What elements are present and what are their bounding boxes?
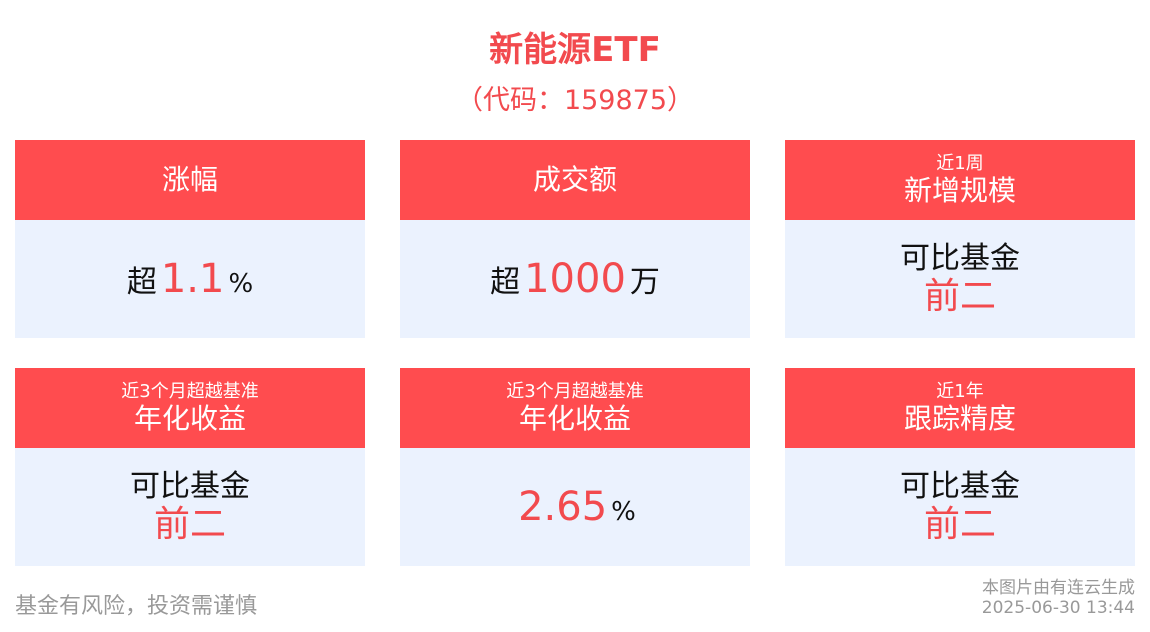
- value: 2.65: [518, 484, 608, 530]
- compare-label: 可比基金: [900, 469, 1020, 504]
- prefix: 超: [490, 265, 521, 300]
- rank: 前二: [923, 504, 996, 545]
- card-annual-return: 近3个月超越基准 年化收益 2.65%: [400, 368, 750, 566]
- prefix: 超: [126, 265, 157, 300]
- compare-label: 可比基金: [130, 469, 250, 504]
- unit: %: [611, 497, 636, 527]
- generation-info: 本图片由有连云生成 2025-06-30 13:44: [982, 578, 1135, 618]
- card-subtitle: 近1年: [936, 381, 984, 402]
- card-subtitle: 近3个月超越基准: [506, 381, 644, 402]
- card-title: 成交额: [532, 163, 617, 196]
- value: 1000: [524, 256, 626, 302]
- compare-label: 可比基金: [900, 241, 1020, 276]
- rank: 前二: [923, 276, 996, 317]
- card-subtitle: 近1周: [936, 153, 984, 174]
- card-title: 涨幅: [161, 163, 218, 196]
- rank: 前二: [153, 504, 226, 545]
- card-new-scale: 近1周 新增规模 可比基金 前二: [785, 140, 1135, 338]
- card-tracking-accuracy: 近1年 跟踪精度 可比基金 前二: [785, 368, 1135, 566]
- card-title: 年化收益: [518, 402, 631, 435]
- card-subtitle: 近3个月超越基准: [121, 381, 259, 402]
- card-turnover: 成交额 超 1000 万: [400, 140, 750, 338]
- page-title: 新能源ETF: [489, 30, 661, 70]
- risk-disclaimer: 基金有风险，投资需谨慎: [15, 594, 258, 619]
- card-title: 新增规模: [903, 174, 1016, 207]
- card-gain: 涨幅 超 1.1%: [15, 140, 365, 338]
- timestamp: 2025-06-30 13:44: [981, 598, 1135, 618]
- card-annual-return-rank: 近3个月超越基准 年化收益 可比基金 前二: [15, 368, 365, 566]
- unit: %: [228, 269, 254, 299]
- card-title: 跟踪精度: [903, 402, 1016, 435]
- generated-by: 本图片由有连云生成: [982, 578, 1135, 598]
- fund-code: （代码：159875）: [455, 85, 695, 116]
- unit: 万: [629, 265, 660, 300]
- card-title: 年化收益: [133, 402, 246, 435]
- value: 1.1: [160, 256, 225, 302]
